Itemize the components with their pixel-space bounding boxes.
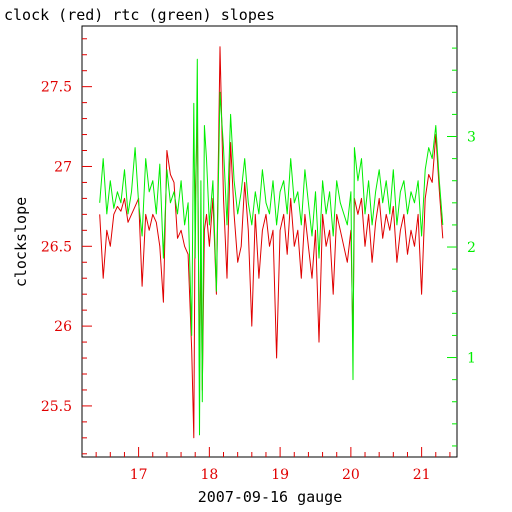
- x-tick-label: 19: [271, 467, 289, 483]
- x-tick-label: 20: [342, 467, 360, 483]
- chart-title: clock (red) rtc (green) slopes: [4, 6, 275, 24]
- y-left-tick-label: 27: [54, 159, 72, 175]
- y-left-tick-label: 26: [54, 319, 72, 335]
- series-layer: [99, 46, 444, 439]
- x-tick-label: 17: [130, 467, 148, 483]
- clock-slope-line: [99, 46, 444, 439]
- axis-ticks: [82, 38, 457, 457]
- rtc-slope-line: [99, 58, 444, 436]
- y-right-tick-label: 1: [467, 351, 476, 367]
- y-right-tick-label: 2: [467, 240, 476, 256]
- tick-labels: 17 18 19 20 21 25.5 26 26.5 27 27.5 1 2 3: [41, 80, 476, 483]
- y-left-tick-label: 26.5: [41, 239, 72, 255]
- y-left-tick-label: 27.5: [41, 80, 72, 96]
- plot-frame: [81, 25, 458, 458]
- y-right-tick-label: 3: [467, 130, 476, 146]
- y-axis-label: clockslope: [12, 197, 30, 287]
- x-tick-label: 21: [413, 467, 431, 483]
- y-left-tick-label: 25.5: [41, 399, 72, 415]
- x-axis-label: 2007-09-16 gauge: [198, 488, 343, 506]
- x-tick-label: 18: [200, 467, 218, 483]
